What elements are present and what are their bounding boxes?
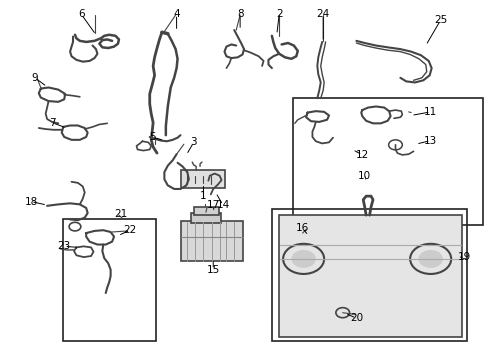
Text: 19: 19	[458, 252, 471, 262]
Bar	[180, 221, 243, 261]
Text: 23: 23	[58, 241, 71, 251]
Text: 13: 13	[424, 136, 437, 145]
Text: 7: 7	[49, 118, 55, 128]
Text: 25: 25	[434, 15, 447, 26]
Text: 18: 18	[24, 197, 38, 207]
Bar	[194, 207, 219, 215]
Bar	[191, 213, 220, 223]
Text: 20: 20	[350, 313, 363, 323]
Text: 2: 2	[276, 9, 283, 19]
Circle shape	[292, 250, 316, 268]
Text: 6: 6	[78, 9, 85, 19]
Text: 16: 16	[296, 224, 309, 233]
Bar	[63, 219, 156, 341]
Text: 4: 4	[173, 9, 180, 19]
Bar	[181, 170, 225, 188]
Bar	[272, 209, 467, 341]
Circle shape	[418, 250, 443, 268]
Text: 21: 21	[114, 209, 127, 219]
Text: 22: 22	[123, 225, 137, 235]
Text: 12: 12	[356, 150, 369, 160]
Text: 24: 24	[317, 9, 330, 19]
Text: 1: 1	[200, 191, 207, 201]
Text: 9: 9	[31, 73, 38, 83]
Text: 8: 8	[237, 9, 244, 19]
Text: 5: 5	[149, 132, 155, 142]
Bar	[293, 98, 484, 225]
Text: 14: 14	[217, 200, 230, 210]
Bar	[279, 215, 463, 337]
Text: 11: 11	[424, 107, 437, 117]
Text: 15: 15	[207, 265, 220, 275]
Text: 3: 3	[191, 138, 197, 147]
Text: 17: 17	[207, 200, 220, 210]
Text: 10: 10	[358, 171, 371, 181]
